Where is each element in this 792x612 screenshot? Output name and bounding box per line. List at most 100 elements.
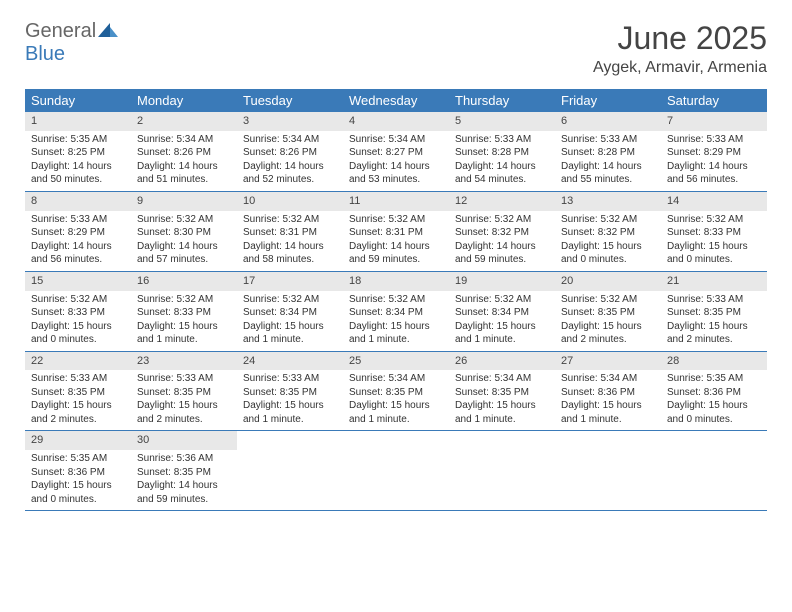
day-cell xyxy=(449,431,555,510)
sunset-line: Sunset: 8:35 PM xyxy=(455,386,549,400)
daylight-line: Daylight: 14 hours and 51 minutes. xyxy=(137,160,231,187)
day-body: Sunrise: 5:34 AMSunset: 8:26 PMDaylight:… xyxy=(237,133,343,187)
day-number: 2 xyxy=(131,112,237,131)
day-cell: 15Sunrise: 5:32 AMSunset: 8:33 PMDayligh… xyxy=(25,272,131,351)
weekday-header: Friday xyxy=(555,89,661,112)
day-number: 19 xyxy=(449,272,555,291)
daylight-line: Daylight: 15 hours and 1 minute. xyxy=(349,399,443,426)
sunrise-line: Sunrise: 5:32 AM xyxy=(455,293,549,307)
title-block: June 2025 Aygek, Armavir, Armenia xyxy=(593,20,767,77)
day-cell: 1 Sunrise: 5:35 AMSunset: 8:25 PMDaylight… xyxy=(25,112,131,191)
day-body: Sunrise: 5:32 AMSunset: 8:31 PMDaylight:… xyxy=(237,213,343,267)
week-row: 1Sunrise: 5:35 AMSunset: 8:25 PMDaylight… xyxy=(25,112,767,192)
sunset-line: Sunset: 8:32 PM xyxy=(455,226,549,240)
day-cell: 19 Sunrise: 5:32 AMSunset: 8:34 PMDayligh… xyxy=(449,272,555,351)
day-cell: 28Sunrise: 5:35 AMSunset: 8:36 PMDayligh… xyxy=(661,352,767,431)
day-number: 7 xyxy=(661,112,767,131)
daylight-line: Daylight: 15 hours and 0 minutes. xyxy=(561,240,655,267)
sunset-line: Sunset: 8:34 PM xyxy=(455,306,549,320)
day-body: Sunrise: 5:36 AMSunset: 8:35 PMDaylight:… xyxy=(131,452,237,506)
day-number: 26 xyxy=(449,352,555,371)
daylight-line: Daylight: 14 hours and 56 minutes. xyxy=(31,240,125,267)
sunrise-line: Sunrise: 5:33 AM xyxy=(667,293,761,307)
day-body: Sunrise: 5:33 AMSunset: 8:35 PMDaylight:… xyxy=(661,293,767,347)
daylight-line: Daylight: 14 hours and 58 minutes. xyxy=(243,240,337,267)
day-cell: 11Sunrise: 5:32 AMSunset: 8:31 PMDayligh… xyxy=(343,192,449,271)
sunset-line: Sunset: 8:34 PM xyxy=(243,306,337,320)
day-cell: 6Sunrise: 5:33 AMSunset: 8:28 PMDaylight… xyxy=(555,112,661,191)
sunset-line: Sunset: 8:36 PM xyxy=(31,466,125,480)
logo-general: General xyxy=(25,20,96,42)
sunrise-line: Sunrise: 5:33 AM xyxy=(137,372,231,386)
sunset-line: Sunset: 8:35 PM xyxy=(243,386,337,400)
day-number: 1 xyxy=(25,112,131,131)
week-row: 15Sunrise: 5:32 AMSunset: 8:33 PMDayligh… xyxy=(25,272,767,352)
day-number: 20 xyxy=(555,272,661,291)
weekday-header: Thursday xyxy=(449,89,555,112)
sunrise-line: Sunrise: 5:32 AM xyxy=(31,293,125,307)
day-cell: 25Sunrise: 5:34 AMSunset: 8:35 PMDayligh… xyxy=(343,352,449,431)
day-number: 14 xyxy=(661,192,767,211)
day-body: Sunrise: 5:35 AMSunset: 8:25 PMDaylight:… xyxy=(25,133,131,187)
day-cell: 23Sunrise: 5:33 AMSunset: 8:35 PMDayligh… xyxy=(131,352,237,431)
day-body: Sunrise: 5:35 AMSunset: 8:36 PMDaylight:… xyxy=(25,452,131,506)
sunset-line: Sunset: 8:35 PM xyxy=(137,466,231,480)
weekday-header: Saturday xyxy=(661,89,767,112)
day-cell: 30Sunrise: 5:36 AMSunset: 8:35 PMDayligh… xyxy=(131,431,237,510)
day-cell: 27Sunrise: 5:34 AMSunset: 8:36 PMDayligh… xyxy=(555,352,661,431)
day-cell: 5Sunrise: 5:33 AMSunset: 8:28 PMDaylight… xyxy=(449,112,555,191)
logo-blue: Blue xyxy=(25,43,65,65)
sunrise-line: Sunrise: 5:35 AM xyxy=(31,133,125,147)
location-subtitle: Aygek, Armavir, Armenia xyxy=(593,59,767,77)
calendar-page: General Blue June 2025 Aygek, Armavir, A… xyxy=(0,0,792,531)
day-cell: 12Sunrise: 5:32 AMSunset: 8:32 PMDayligh… xyxy=(449,192,555,271)
sunrise-line: Sunrise: 5:34 AM xyxy=(137,133,231,147)
sunset-line: Sunset: 8:28 PM xyxy=(455,146,549,160)
sunset-line: Sunset: 8:25 PM xyxy=(31,146,125,160)
daylight-line: Daylight: 15 hours and 1 minute. xyxy=(455,320,549,347)
daylight-line: Daylight: 14 hours and 54 minutes. xyxy=(455,160,549,187)
day-body: Sunrise: 5:33 AMSunset: 8:35 PMDaylight:… xyxy=(237,372,343,426)
day-body: Sunrise: 5:33 AMSunset: 8:28 PMDaylight:… xyxy=(449,133,555,187)
day-cell xyxy=(343,431,449,510)
sunrise-line: Sunrise: 5:33 AM xyxy=(455,133,549,147)
sunset-line: Sunset: 8:27 PM xyxy=(349,146,443,160)
daylight-line: Daylight: 14 hours and 53 minutes. xyxy=(349,160,443,187)
sunrise-line: Sunrise: 5:33 AM xyxy=(31,372,125,386)
day-number: 10 xyxy=(237,192,343,211)
day-cell: 18Sunrise: 5:32 AMSunset: 8:34 PMDayligh… xyxy=(343,272,449,351)
sunset-line: Sunset: 8:29 PM xyxy=(31,226,125,240)
daylight-line: Daylight: 15 hours and 0 minutes. xyxy=(667,240,761,267)
daylight-line: Daylight: 15 hours and 0 minutes. xyxy=(31,479,125,506)
sunrise-line: Sunrise: 5:35 AM xyxy=(667,372,761,386)
day-body: Sunrise: 5:35 AMSunset: 8:36 PMDaylight:… xyxy=(661,372,767,426)
day-cell: 7Sunrise: 5:33 AMSunset: 8:29 PMDaylight… xyxy=(661,112,767,191)
logo-sail-icon xyxy=(98,20,118,42)
sunset-line: Sunset: 8:33 PM xyxy=(137,306,231,320)
day-cell: 21 Sunrise: 5:33 AMSunset: 8:35 PMDayligh… xyxy=(661,272,767,351)
day-number: 21 xyxy=(661,272,767,291)
day-cell: 16Sunrise: 5:32 AMSunset: 8:33 PMDayligh… xyxy=(131,272,237,351)
day-cell xyxy=(661,431,767,510)
day-body: Sunrise: 5:32 AMSunset: 8:33 PMDaylight:… xyxy=(25,293,131,347)
logo-text: General Blue xyxy=(25,20,118,66)
day-body: Sunrise: 5:33 AMSunset: 8:35 PMDaylight:… xyxy=(25,372,131,426)
day-body: Sunrise: 5:34 AMSunset: 8:36 PMDaylight:… xyxy=(555,372,661,426)
logo: General Blue xyxy=(25,20,118,66)
sunrise-line: Sunrise: 5:36 AM xyxy=(137,452,231,466)
sunset-line: Sunset: 8:35 PM xyxy=(31,386,125,400)
sunset-line: Sunset: 8:31 PM xyxy=(243,226,337,240)
daylight-line: Daylight: 15 hours and 1 minute. xyxy=(349,320,443,347)
daylight-line: Daylight: 15 hours and 1 minute. xyxy=(561,399,655,426)
day-number: 4 xyxy=(343,112,449,131)
day-number: 9 xyxy=(131,192,237,211)
sunrise-line: Sunrise: 5:33 AM xyxy=(31,213,125,227)
day-body: Sunrise: 5:32 AMSunset: 8:31 PMDaylight:… xyxy=(343,213,449,267)
day-number: 17 xyxy=(237,272,343,291)
sunrise-line: Sunrise: 5:34 AM xyxy=(349,133,443,147)
day-number: 25 xyxy=(343,352,449,371)
sunset-line: Sunset: 8:36 PM xyxy=(561,386,655,400)
sunset-line: Sunset: 8:36 PM xyxy=(667,386,761,400)
daylight-line: Daylight: 14 hours and 57 minutes. xyxy=(137,240,231,267)
day-cell: 13Sunrise: 5:32 AMSunset: 8:32 PMDayligh… xyxy=(555,192,661,271)
